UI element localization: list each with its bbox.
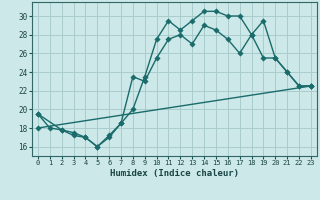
X-axis label: Humidex (Indice chaleur): Humidex (Indice chaleur) [110, 169, 239, 178]
